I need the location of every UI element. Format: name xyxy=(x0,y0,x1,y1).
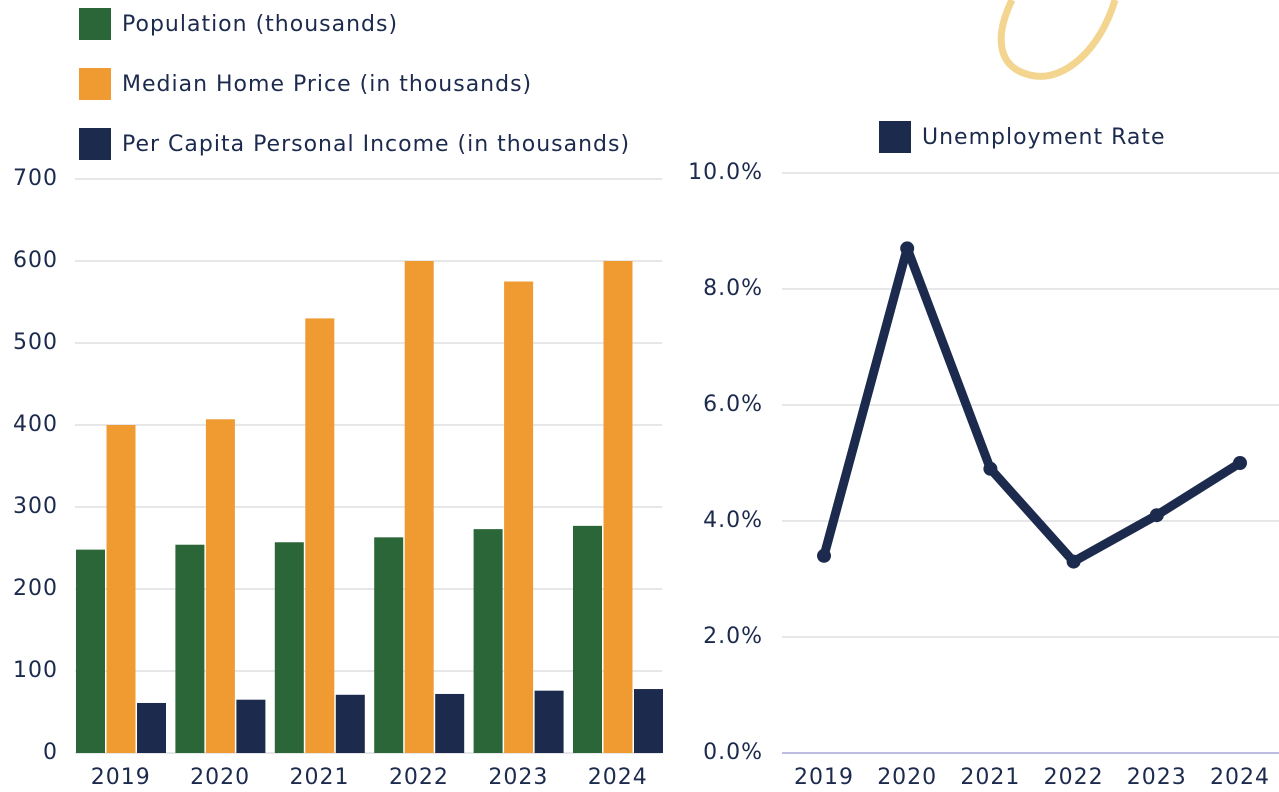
bar xyxy=(236,699,266,753)
point xyxy=(1066,554,1081,569)
y-tick-label: 10.0% xyxy=(688,160,763,185)
x-tick-label: 2024 xyxy=(1210,765,1270,790)
bar xyxy=(573,525,602,753)
y-tick-label: 300 xyxy=(13,494,58,519)
x-tick-label: 2020 xyxy=(190,765,250,790)
y-tick-label: 4.0% xyxy=(703,508,763,533)
y-tick-label: 0 xyxy=(43,740,58,765)
bar xyxy=(634,689,663,753)
y-tick-label: 6.0% xyxy=(703,392,763,417)
bar xyxy=(404,261,434,753)
x-tick-label: 2021 xyxy=(960,765,1020,790)
y-tick-label: 8.0% xyxy=(703,276,763,301)
x-tick-label: 2022 xyxy=(1044,765,1104,790)
bar xyxy=(473,529,503,753)
y-tick-label: 400 xyxy=(13,412,58,437)
legend-label: Median Home Price (in thousands) xyxy=(122,72,532,97)
y-tick-label: 0.0% xyxy=(703,740,763,765)
x-tick-label: 2023 xyxy=(1127,765,1187,790)
x-tick-label: 2020 xyxy=(877,765,937,790)
point xyxy=(1233,456,1247,470)
line xyxy=(819,243,1243,567)
legend-swatch xyxy=(879,121,911,153)
bar xyxy=(374,537,404,753)
bar xyxy=(175,544,205,753)
bar xyxy=(274,542,304,753)
legend-swatch xyxy=(79,8,111,40)
point xyxy=(900,241,915,256)
point xyxy=(983,461,998,476)
bar xyxy=(305,318,335,753)
bar xyxy=(76,549,105,753)
x-tick-label: 2019 xyxy=(794,765,854,790)
x-tick-label: 2021 xyxy=(290,765,350,790)
bar xyxy=(137,702,166,753)
bar xyxy=(335,694,365,753)
legend-label: Population (thousands) xyxy=(122,12,398,37)
legend-swatch xyxy=(79,68,111,100)
y-tick-label: 500 xyxy=(13,330,58,355)
legend-label: Per Capita Personal Income (in thousands… xyxy=(122,132,630,157)
bar xyxy=(435,693,465,753)
bar xyxy=(504,281,534,753)
bar xyxy=(603,261,633,753)
bar xyxy=(205,419,235,753)
x-tick-label: 2024 xyxy=(588,765,648,790)
x-tick-label: 2019 xyxy=(91,765,151,790)
legend-swatch xyxy=(79,128,111,160)
x-tick-label: 2023 xyxy=(488,765,548,790)
y-tick-label: 600 xyxy=(13,248,58,273)
legend-label: Unemployment Rate xyxy=(922,125,1166,150)
y-tick-label: 700 xyxy=(13,166,58,191)
point xyxy=(817,548,831,563)
point xyxy=(1149,508,1164,523)
bar xyxy=(534,690,564,753)
y-tick-label: 100 xyxy=(13,658,58,683)
y-tick-label: 200 xyxy=(13,576,58,601)
decoration xyxy=(997,0,1119,80)
x-tick-label: 2022 xyxy=(389,765,449,790)
y-tick-label: 2.0% xyxy=(703,624,763,649)
bar xyxy=(106,425,136,753)
